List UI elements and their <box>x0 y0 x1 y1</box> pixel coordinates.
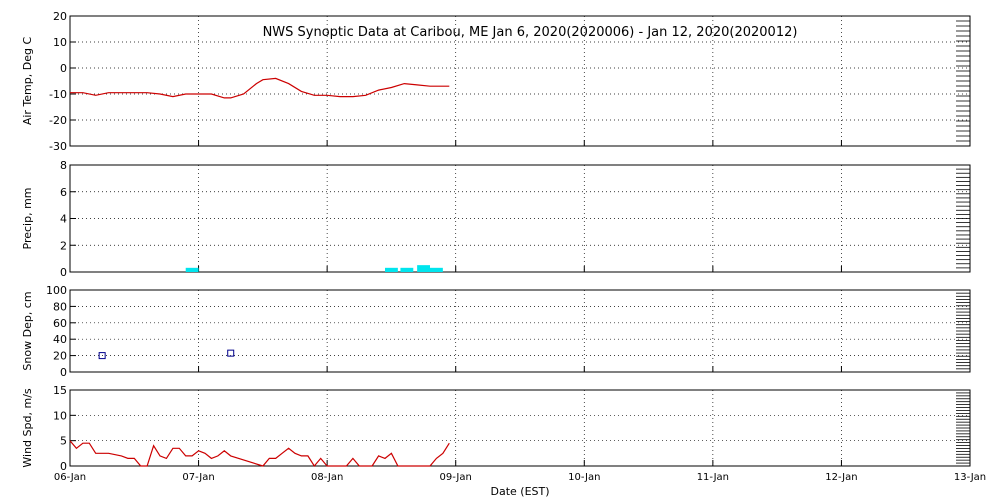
y-tick-label: 10 <box>53 36 67 49</box>
y-tick-label: 5 <box>60 435 67 448</box>
y-tick-label: 100 <box>46 284 67 297</box>
y-tick-label: 0 <box>60 366 67 379</box>
y-tick-label: 2 <box>60 239 67 252</box>
y-tick-label: 80 <box>53 300 67 313</box>
y-axis-label: Precip, mm <box>21 188 34 250</box>
y-tick-label: 40 <box>53 333 67 346</box>
y-tick-label: 15 <box>53 384 67 397</box>
y-tick-label: -30 <box>49 140 67 153</box>
x-tick-label: 09-Jan <box>440 472 472 483</box>
series-line <box>69 440 450 468</box>
x-tick-label: 07-Jan <box>182 472 214 483</box>
y-tick-label: 60 <box>53 317 67 330</box>
precip-bar <box>385 267 398 272</box>
y-tick-label: 0 <box>60 460 67 473</box>
x-axis-label: Date (EST) <box>490 485 549 498</box>
y-tick-label: -20 <box>49 114 67 127</box>
y-tick-label: 8 <box>60 159 67 172</box>
panel-0: 20 10 0 -10 -20 -30 Air Temp, Deg C <box>21 10 971 153</box>
y-tick-label: 20 <box>53 10 67 23</box>
y-tick-label: 0 <box>60 266 67 279</box>
precip-bar <box>400 267 414 272</box>
precip-bar <box>430 267 443 272</box>
y-tick-label: -10 <box>49 88 67 101</box>
y-tick-label: 10 <box>53 409 67 422</box>
x-tick-label: 10-Jan <box>568 472 600 483</box>
x-tick-label: 06-Jan <box>54 472 86 483</box>
y-tick-label: 4 <box>60 213 67 226</box>
x-tick-label: 08-Jan <box>311 472 343 483</box>
precip-bar <box>417 265 430 272</box>
y-tick-label: 6 <box>60 186 67 199</box>
chart-title: NWS Synoptic Data at Caribou, ME Jan 6, … <box>263 25 798 40</box>
snow-depth-point <box>227 349 235 357</box>
x-tick-label: 12-Jan <box>825 472 857 483</box>
y-axis-label: Wind Spd, m/s <box>21 388 34 468</box>
panel-2: 100 80 60 40 20 0 Snow Dep, cm <box>21 284 971 379</box>
panel-frame <box>69 389 971 467</box>
x-tick-label: 11-Jan <box>697 472 729 483</box>
panel-frame <box>69 289 971 373</box>
y-axis-label: Air Temp, Deg C <box>21 37 34 126</box>
panel-3: 15 10 5 0 Wind Spd, m/s <box>21 384 971 473</box>
panel-1: 8 6 4 2 0 Precip, mm <box>21 159 971 279</box>
series-line <box>70 77 450 99</box>
precip-bar <box>185 267 199 272</box>
y-tick-label: 20 <box>53 350 67 363</box>
x-tick-label: 13-Jan <box>954 472 986 483</box>
y-axis-label: Snow Dep, cm <box>21 291 34 370</box>
snow-depth-point <box>98 352 106 360</box>
y-tick-label: 0 <box>60 62 67 75</box>
